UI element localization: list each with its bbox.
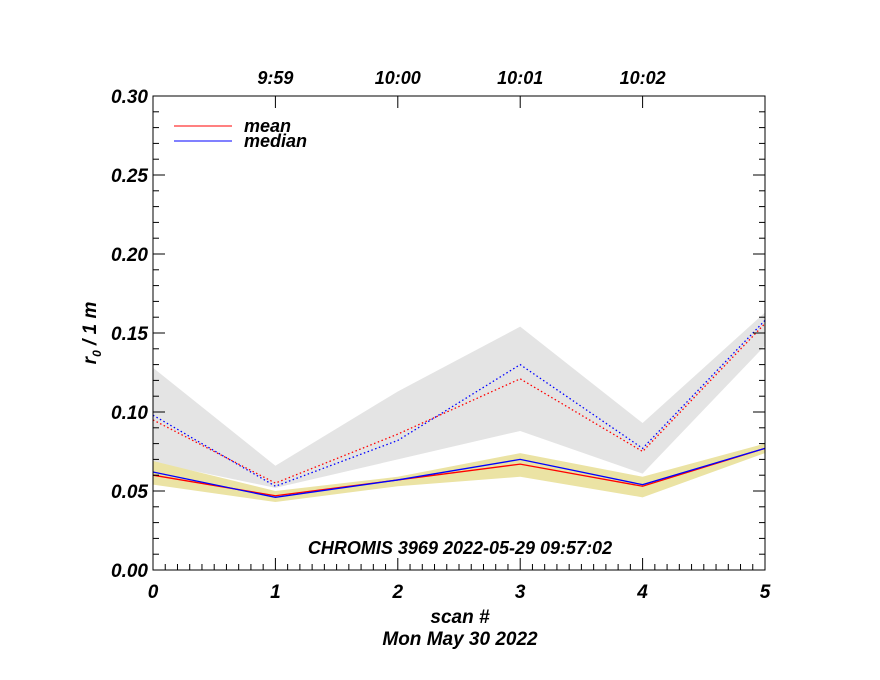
y-tick-label: 0.00 (111, 561, 148, 582)
x-tick-label: 1 (270, 582, 281, 603)
y-axis-label: r0 / 1 m (80, 302, 104, 365)
x-tick-label: 0 (148, 582, 159, 603)
series-mean-solid-line (152, 447, 766, 497)
y-tick-label: 0.20 (111, 245, 148, 266)
plot-frame (152, 95, 766, 571)
top-time-labels: 9:59 10:00 10:01 10:02 (257, 68, 665, 88)
series-median-solid-line (152, 447, 766, 498)
y-tick-labels: 0.00 0.05 0.10 0.15 0.20 0.25 0.30 (111, 87, 148, 582)
top-time-label: 10:02 (620, 68, 666, 88)
y-tick-label: 0.15 (111, 324, 148, 345)
series-lines (152, 319, 766, 498)
top-time-label: 10:01 (497, 68, 543, 88)
x-tick-label: 4 (636, 582, 648, 603)
legend: mean median (174, 116, 307, 151)
x-tick-labels: 0 1 2 3 4 5 (148, 582, 771, 603)
axis-ticks (153, 96, 765, 570)
top-time-label: 9:59 (257, 68, 293, 88)
x-tick-label: 2 (392, 582, 404, 603)
top-time-label: 10:00 (375, 68, 421, 88)
legend-mean-label: mean (244, 116, 291, 136)
band-1 (153, 443, 765, 503)
x-axis-label: scan # (430, 607, 490, 628)
x-tick-label: 5 (760, 582, 771, 603)
series-mean-dotted-line (152, 323, 766, 484)
y-axis-label-unit: / 1 m (80, 302, 101, 351)
y-tick-label: 0.10 (111, 403, 148, 424)
date-label: Mon May 30 2022 (382, 629, 538, 650)
y-tick-label: 0.25 (111, 166, 148, 187)
series-median-dotted-line (152, 319, 766, 487)
legend-median-label: median (244, 131, 307, 151)
y-axis-label-main: r (80, 355, 101, 364)
y-tick-label: 0.05 (111, 482, 148, 503)
chart-annotation: CHROMIS 3969 2022-05-29 09:57:02 (308, 538, 612, 558)
range-bands (153, 312, 765, 503)
y-tick-label: 0.30 (111, 87, 148, 108)
y-axis-label-subscript: 0 (90, 350, 104, 357)
x-tick-label: 3 (515, 582, 526, 603)
band-0 (153, 312, 765, 488)
